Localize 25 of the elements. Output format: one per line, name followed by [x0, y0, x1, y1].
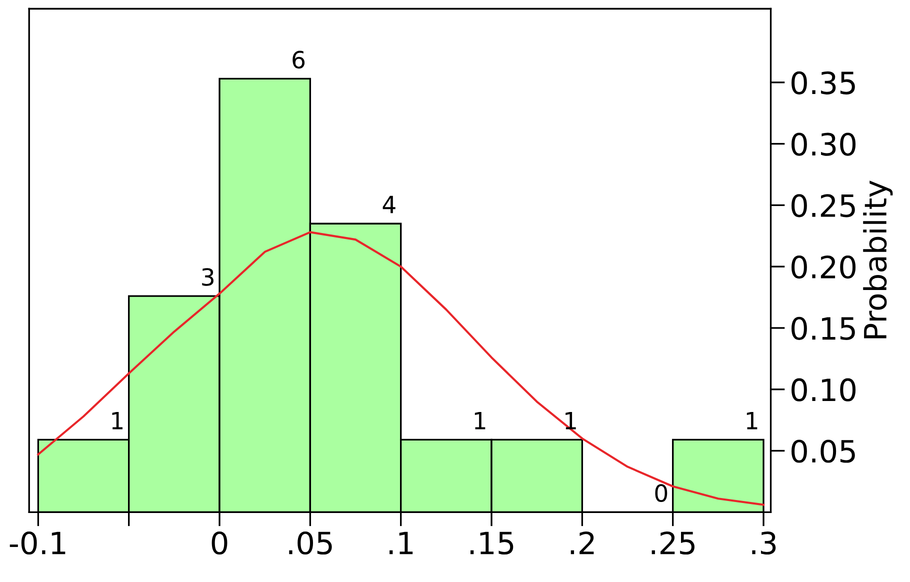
y-tick-label: 0.05: [792, 440, 855, 463]
annotation: 1: [746, 412, 758, 430]
annotation: 1: [112, 412, 123, 430]
y-tick-label: 0.35: [792, 71, 855, 94]
x-tick-label: .2: [570, 531, 594, 554]
x-tick-label: .05: [289, 531, 332, 555]
x-tick-label: .1: [390, 532, 413, 554]
x-tick-label: 0: [212, 531, 228, 555]
x-tick-label: -0.1: [10, 531, 66, 555]
annotation: 1: [474, 412, 486, 430]
annotation: 4: [382, 196, 396, 214]
annotation: 6: [292, 50, 305, 69]
y-tick-label: 0.15: [792, 316, 855, 340]
y-axis-title: Probability: [863, 180, 893, 338]
y-tick-label: 0.25: [792, 194, 855, 218]
annotation: 1: [566, 412, 576, 430]
y-tick-label: 0.20: [792, 256, 856, 279]
annotation: 0: [655, 484, 668, 502]
y-tick-label: 0.30: [792, 132, 856, 156]
annotation: 3: [202, 268, 214, 286]
x-tick-label: .25: [652, 531, 694, 555]
line-series: [37, 231, 765, 506]
y-tick-label: 0.10: [792, 378, 856, 402]
x-tick-label: .3: [752, 531, 776, 555]
x-tick-label: .15: [470, 532, 514, 555]
